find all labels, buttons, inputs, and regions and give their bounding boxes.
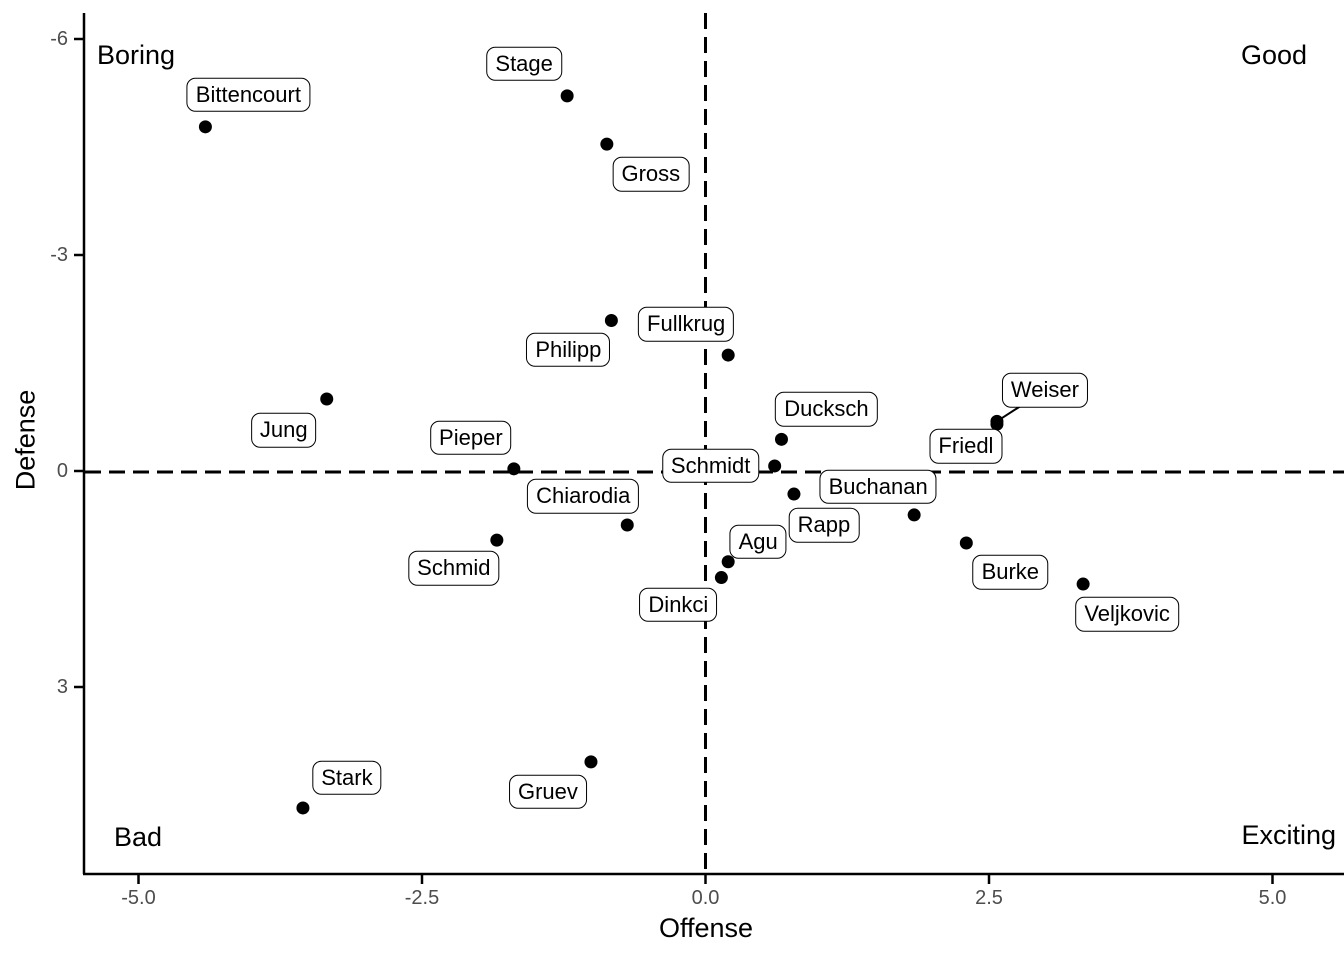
x-tick-label: -2.5 <box>404 887 440 909</box>
player-label-jung: Jung <box>250 412 317 448</box>
data-point-ducksch <box>774 432 788 446</box>
data-point-gross <box>600 137 614 151</box>
data-point-burke <box>959 536 973 550</box>
data-point-schmid <box>490 533 504 547</box>
player-label-burke: Burke <box>972 554 1049 590</box>
player-label-stage: Stage <box>486 46 562 82</box>
corner-annotation-bad: Bad <box>114 822 163 852</box>
data-point-stark <box>296 801 310 815</box>
player-label-weiser: Weiser <box>1001 373 1088 408</box>
player-label-pieper: Pieper <box>430 420 512 456</box>
data-point-jung <box>320 392 334 406</box>
data-point-stage <box>560 89 574 103</box>
data-point-pieper <box>507 462 521 476</box>
corner-annotation-boring: Boring <box>97 40 176 70</box>
data-point-rapp <box>787 487 801 501</box>
x-tick-label: 5.0 <box>1258 887 1287 909</box>
player-label-gross: Gross <box>612 156 690 192</box>
data-point-buchanan <box>907 508 921 522</box>
x-axis-title: Offense <box>658 913 754 943</box>
y-tick-label: 0 <box>56 460 68 482</box>
x-tick-label: 0.0 <box>691 887 720 909</box>
player-label-rapp: Rapp <box>788 507 860 543</box>
y-tick-label: 3 <box>56 676 68 698</box>
data-point-schmidt <box>768 459 782 473</box>
player-label-friedl: Friedl <box>929 428 1003 464</box>
data-point-agu <box>721 555 735 569</box>
corner-annotation-exciting: Exciting <box>1241 820 1336 850</box>
data-point-weiser <box>990 414 1004 428</box>
player-label-philipp: Philipp <box>526 332 611 367</box>
player-label-schmidt: Schmidt <box>661 448 760 484</box>
x-tick-label: 2.5 <box>975 887 1003 909</box>
player-label-fullkrug: Fullkrug <box>638 306 735 342</box>
data-point-bittencourt <box>198 120 212 134</box>
player-label-schmid: Schmid <box>408 550 500 586</box>
data-point-chiarodia <box>620 518 634 532</box>
player-label-dinkci: Dinkci <box>639 587 718 622</box>
data-point-dinkci <box>714 571 728 585</box>
player-label-ducksch: Ducksch <box>775 392 878 427</box>
x-tick-label: -5.0 <box>121 887 156 909</box>
y-tick-label: -3 <box>50 244 68 266</box>
y-tick-label: -6 <box>50 28 68 50</box>
corner-annotation-good: Good <box>1240 40 1307 70</box>
player-label-veljkovic: Veljkovic <box>1075 596 1179 632</box>
player-label-chiarodia: Chiarodia <box>527 478 640 514</box>
player-label-agu: Agu <box>729 524 787 559</box>
player-label-stark: Stark <box>312 760 382 796</box>
player-label-bittencourt: Bittencourt <box>186 77 310 113</box>
player-label-gruev: Gruev <box>508 774 587 810</box>
data-point-gruev <box>584 755 598 769</box>
data-point-fullkrug <box>721 348 735 362</box>
data-point-veljkovic <box>1076 577 1090 591</box>
data-point-philipp <box>604 314 618 328</box>
player-label-buchanan: Buchanan <box>819 469 937 505</box>
